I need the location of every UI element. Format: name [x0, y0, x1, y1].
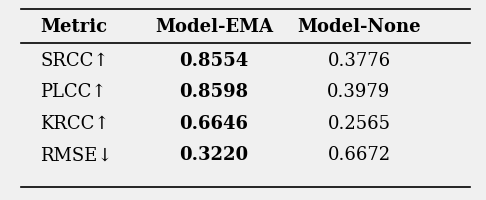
Text: 0.2565: 0.2565 [328, 115, 390, 133]
Text: 0.3979: 0.3979 [328, 83, 391, 101]
Text: PLCC↑: PLCC↑ [40, 83, 106, 101]
Text: 0.8598: 0.8598 [179, 83, 248, 101]
Text: 0.8554: 0.8554 [179, 52, 249, 70]
Text: 0.6646: 0.6646 [179, 115, 248, 133]
Text: SRCC↑: SRCC↑ [40, 52, 108, 70]
Text: Model-None: Model-None [297, 18, 421, 36]
Text: 0.6672: 0.6672 [328, 146, 391, 164]
Text: Model-EMA: Model-EMA [155, 18, 273, 36]
Text: 0.3220: 0.3220 [179, 146, 248, 164]
Text: Metric: Metric [40, 18, 107, 36]
Text: 0.3776: 0.3776 [328, 52, 391, 70]
Text: RMSE↓: RMSE↓ [40, 146, 113, 164]
Text: KRCC↑: KRCC↑ [40, 115, 109, 133]
